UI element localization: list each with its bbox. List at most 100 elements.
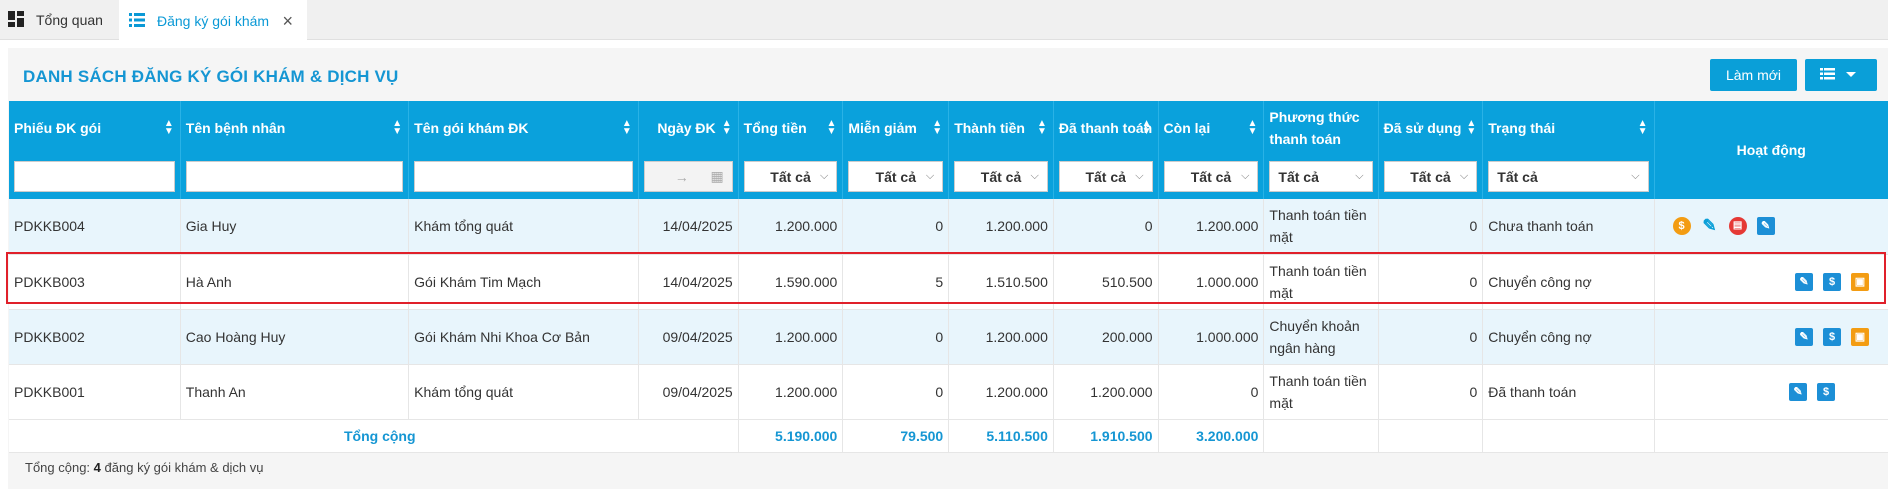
row-status: Chuyển công nợ: [1482, 254, 1655, 310]
col-header-discount[interactable]: Miễn giảm ▲ ▼: [842, 101, 950, 154]
date-range-filter[interactable]: → ▦: [643, 161, 733, 192]
sort-icon[interactable]: ▲ ▼: [1141, 117, 1152, 137]
discount-filter-select[interactable]: Tất cả ⌵: [848, 161, 944, 192]
filter-cell: [408, 154, 639, 199]
col-header-patient[interactable]: Tên bệnh nhân ▲ ▼: [180, 101, 410, 154]
table-row[interactable]: PDKKB001 Thanh An Khám tổng quát 09/04/2…: [9, 364, 1888, 420]
sort-icon[interactable]: ▲ ▼: [621, 117, 632, 137]
invoice-icon[interactable]: $: [1817, 382, 1835, 401]
sort-icon[interactable]: ▲ ▼: [826, 117, 837, 137]
sort-icon[interactable]: ▲ ▼: [1247, 117, 1258, 137]
column-menu-button[interactable]: [1805, 59, 1877, 91]
edit-note-icon[interactable]: ✎: [1789, 382, 1807, 401]
filter-cell: Tất cả ⌵: [1053, 154, 1159, 199]
col-header-remaining[interactable]: Còn lại ▲ ▼: [1158, 101, 1265, 154]
col-header-total[interactable]: Tổng tiền ▲ ▼: [738, 101, 844, 154]
row-used: 0: [1378, 254, 1484, 310]
chevron-down-icon: ⌵: [820, 170, 829, 182]
row-paid: 510.500: [1053, 254, 1159, 310]
clipboard-icon[interactable]: ▣: [1851, 272, 1869, 291]
row-amount: 1.200.000: [948, 364, 1054, 420]
row-method: Thanh toán tiền mặt: [1263, 364, 1379, 420]
row-remaining: 0: [1158, 364, 1265, 420]
clipboard-icon[interactable]: ▣: [1851, 327, 1869, 346]
row-date: 09/04/2025: [638, 309, 739, 365]
list-icon: [129, 12, 147, 30]
totals-label: Tổng cộng: [9, 419, 739, 453]
sort-icon[interactable]: ▲ ▼: [1466, 117, 1477, 137]
sort-icon[interactable]: ▲ ▼: [721, 117, 732, 137]
sort-icon[interactable]: ▲ ▼: [163, 117, 174, 137]
row-package: Gói Khám Tim Mạch: [408, 254, 639, 310]
code-filter-input[interactable]: [14, 161, 175, 192]
paid-filter-select[interactable]: Tất cả ⌵: [1058, 161, 1153, 192]
row-actions: ✎ $: [1654, 364, 1888, 420]
row-total: 1.200.000: [738, 309, 844, 365]
table-footer: Tổng cộng: 4 đăng ký gói khám & dịch vụ: [25, 460, 264, 475]
col-header-package[interactable]: Tên gói khám ĐK ▲ ▼: [408, 101, 639, 154]
patient-filter-input[interactable]: [185, 161, 404, 192]
status-filter-select[interactable]: Tất cả ⌵: [1488, 161, 1649, 192]
totals-empty: [1263, 419, 1379, 453]
payment-icon[interactable]: $: [1672, 217, 1691, 236]
row-actions: $ ✎ ▤ ✎: [1654, 199, 1888, 255]
tab-overview[interactable]: Tổng quan: [0, 0, 116, 40]
row-package: Khám tổng quát: [408, 364, 639, 420]
row-discount: 0: [842, 199, 950, 255]
edit-note-icon[interactable]: ✎: [1756, 217, 1775, 236]
sort-icon[interactable]: ▲ ▼: [1637, 117, 1648, 137]
close-icon[interactable]: ×: [282, 11, 293, 31]
sort-icon[interactable]: ▲ ▼: [932, 117, 943, 137]
filter-cell: [9, 154, 181, 199]
tab-package-registration[interactable]: Đăng ký gói khám ×: [119, 0, 307, 41]
table-row[interactable]: PDKKB003 Hà Anh Gói Khám Tim Mạch 14/04/…: [9, 254, 1888, 310]
table-row[interactable]: PDKKB002 Cao Hoàng Huy Gói Khám Nhi Khoa…: [9, 309, 1888, 365]
row-package: Gói Khám Nhi Khoa Cơ Bản: [408, 309, 639, 365]
total-filter-select[interactable]: Tất cả ⌵: [743, 161, 838, 192]
totals-discount: 79.500: [842, 419, 950, 453]
row-method: Thanh toán tiền mặt: [1263, 199, 1379, 255]
page-title: DANH SÁCH ĐĂNG KÝ GÓI KHÁM & DỊCH VỤ: [23, 67, 399, 86]
filter-cell: Tất cả ⌵: [1158, 154, 1265, 199]
row-paid: 1.200.000: [1053, 364, 1159, 420]
sort-icon[interactable]: ▲ ▼: [392, 117, 403, 137]
row-actions: ✎ $ ▣: [1654, 254, 1888, 310]
package-filter-input[interactable]: [414, 161, 633, 192]
calendar-icon[interactable]: ▦: [710, 168, 724, 184]
invoice-icon[interactable]: $: [1823, 327, 1841, 346]
method-filter-select[interactable]: Tất cả ⌵: [1269, 161, 1373, 192]
refresh-button[interactable]: Làm mới: [1710, 59, 1797, 91]
col-header-status[interactable]: Trạng thái ▲ ▼: [1482, 101, 1655, 154]
row-discount: 0: [842, 364, 950, 420]
row-method: Chuyển khoản ngân hàng: [1263, 309, 1379, 365]
tab-package-registration-label: Đăng ký gói khám: [157, 12, 270, 29]
invoice-icon[interactable]: $: [1823, 272, 1841, 291]
amount-filter-select[interactable]: Tất cả ⌵: [954, 161, 1048, 192]
row-remaining: 1.000.000: [1158, 254, 1265, 310]
used-filter-select[interactable]: Tất cả ⌵: [1383, 161, 1478, 192]
row-status: Chưa thanh toán: [1482, 199, 1655, 255]
table-row[interactable]: PDKKB004 Gia Huy Khám tổng quát 14/04/20…: [9, 199, 1888, 255]
edit-icon[interactable]: ✎: [1702, 216, 1717, 236]
col-header-code[interactable]: Phiếu ĐK gói ▲ ▼: [9, 101, 181, 154]
edit-note-icon[interactable]: ✎: [1795, 272, 1813, 291]
row-date: 14/04/2025: [638, 199, 739, 255]
col-header-used[interactable]: Đã sử dụng ▲ ▼: [1378, 101, 1484, 154]
totals-total: 5.190.000: [738, 419, 844, 453]
filter-cell: Tất cả ⌵: [738, 154, 844, 199]
row-remaining: 1.000.000: [1158, 309, 1265, 365]
cancel-icon[interactable]: ▤: [1728, 217, 1747, 236]
col-header-amount[interactable]: Thành tiền ▲ ▼: [948, 101, 1054, 154]
sort-icon[interactable]: ▲ ▼: [1036, 117, 1047, 137]
date-arrow: →: [674, 168, 689, 185]
col-header-paid[interactable]: Đã thanh toán ▲ ▼: [1053, 101, 1159, 154]
col-header-method[interactable]: Phương thức thanh toán: [1263, 101, 1379, 154]
row-amount: 1.510.500: [948, 254, 1054, 310]
main-panel: DANH SÁCH ĐĂNG KÝ GÓI KHÁM & DỊCH VỤ Làm…: [8, 48, 1888, 489]
remaining-filter-select[interactable]: Tất cả ⌵: [1163, 161, 1259, 192]
edit-note-icon[interactable]: ✎: [1795, 327, 1813, 346]
row-code: PDKKB004: [9, 199, 181, 255]
row-discount: 5: [842, 254, 950, 310]
col-header-date[interactable]: Ngày ĐK ▲ ▼: [638, 101, 739, 154]
row-discount: 0: [842, 309, 950, 365]
